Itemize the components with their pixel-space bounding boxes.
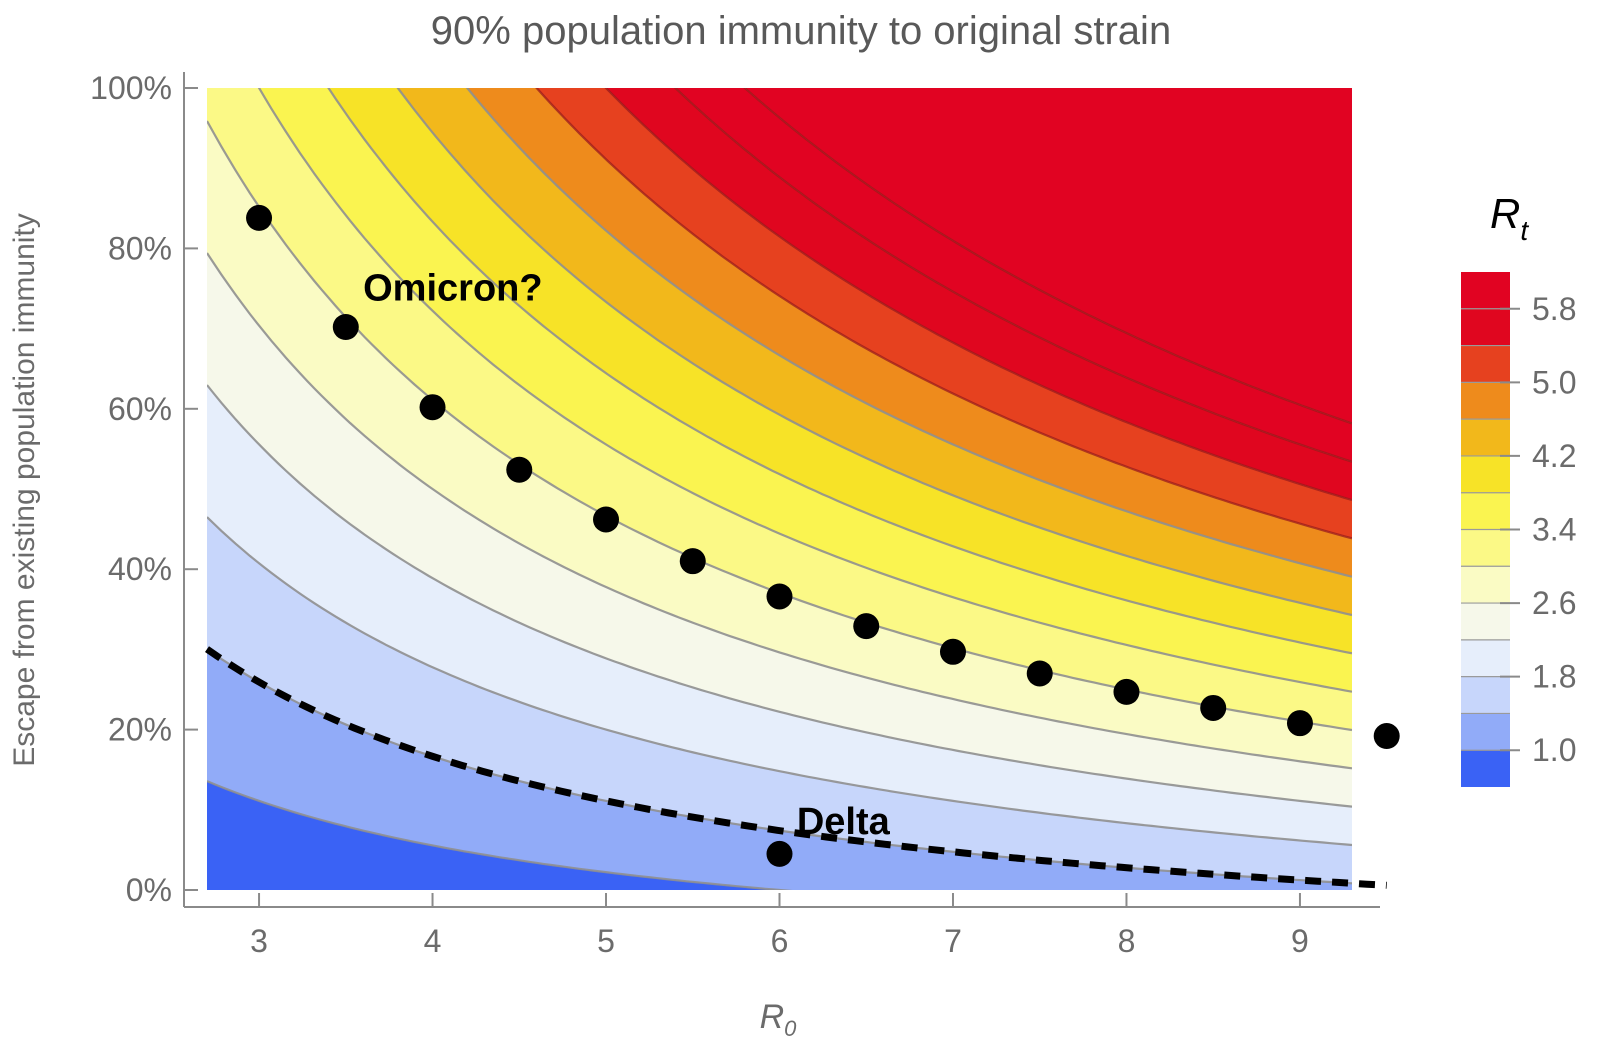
contour-band: [675, 88, 1352, 462]
annotation-label: Delta: [797, 801, 891, 843]
contour-lines: [207, 88, 1352, 890]
legend-title: Rt: [1490, 190, 1529, 246]
x-axis-title: R0: [760, 998, 798, 1041]
contour-line: [396, 88, 1352, 617]
legend-band: [1461, 639, 1510, 677]
y-tick-label: 80%: [108, 230, 172, 266]
contour-line: [673, 88, 1352, 463]
data-point: [246, 204, 273, 231]
contour-band: [328, 88, 1352, 654]
contour-band: [207, 385, 1352, 845]
contour-band: [207, 517, 1352, 884]
contour-line: [207, 384, 1352, 808]
contour-bands: [207, 88, 1352, 890]
contour-line: [207, 516, 1352, 847]
contour-band: [207, 253, 1352, 807]
contour-line: [535, 88, 1352, 540]
data-point: [939, 638, 966, 665]
legend-tick-label: 1.0: [1532, 732, 1576, 768]
data-point: [679, 548, 706, 575]
x-axis-title-sub: 0: [784, 1016, 797, 1041]
legend-tick-label: 5.8: [1532, 291, 1576, 327]
contour-line: [207, 780, 793, 890]
y-ticks: 0% 20% 40% 60% 80% 100%: [90, 70, 198, 908]
legend-band: [1461, 713, 1510, 751]
x-ticks: 3 4 5 6 7 8 9: [250, 893, 1309, 959]
legend: Rt 1.0 1.8 2.6 3.4 4.2 5.0 5.8: [1461, 190, 1576, 787]
data-point: [1113, 678, 1140, 705]
x-tick-label: 4: [424, 923, 442, 959]
contour-band: [467, 88, 1352, 577]
contour-band: [259, 88, 1352, 692]
contour-line: [604, 88, 1352, 502]
data-point: [1026, 660, 1053, 687]
legend-band: [1461, 492, 1510, 530]
contour-line: [257, 88, 1352, 693]
legend-tick-label: 5.0: [1532, 364, 1576, 400]
legend-tick-label: 2.6: [1532, 585, 1576, 621]
annotations: Omicron? Delta: [363, 268, 891, 867]
legend-band: [1461, 676, 1510, 714]
data-point: [1200, 694, 1227, 721]
legend-tick-label: 4.2: [1532, 438, 1576, 474]
legend-band: [1461, 750, 1510, 787]
data-point: [506, 456, 533, 483]
legend-title-base: R: [1490, 190, 1520, 237]
annotation-label: Omicron?: [363, 268, 542, 310]
data-point: [1373, 723, 1400, 750]
contour-band: [207, 649, 1352, 890]
x-tick-label: 7: [944, 923, 962, 959]
annotation-point: [766, 840, 793, 867]
y-tick-label: 20%: [108, 712, 172, 748]
data-point: [853, 613, 880, 640]
x-tick-label: 9: [1291, 923, 1309, 959]
data-point: [1286, 710, 1313, 737]
y-tick-label: 100%: [90, 70, 172, 106]
x-tick-label: 5: [597, 923, 615, 959]
data-point: [766, 583, 793, 610]
legend-tick-label: 1.8: [1532, 659, 1576, 695]
legend-band: [1461, 382, 1510, 420]
y-tick-label: 40%: [108, 551, 172, 587]
data-point: [419, 394, 446, 421]
y-tick-label: 60%: [108, 391, 172, 427]
x-tick-label: 6: [771, 923, 789, 959]
y-tick-label: 0%: [126, 872, 172, 908]
contour-band: [397, 88, 1352, 615]
data-point: [593, 506, 620, 533]
legend-band: [1461, 308, 1510, 346]
contour-band: [207, 781, 780, 890]
data-points: [246, 204, 1400, 750]
legend-band: [1461, 529, 1510, 567]
x-axis-title-base: R: [760, 998, 785, 1036]
contour-band: [207, 121, 1352, 769]
legend-ticks: 1.0 1.8 2.6 3.4 4.2 5.0 5.8: [1500, 291, 1576, 768]
legend-band: [1461, 603, 1510, 640]
contour-line: [743, 88, 1352, 425]
contour-line: [207, 252, 1352, 770]
contour-line: [327, 88, 1352, 655]
legend-tick-label: 3.4: [1532, 512, 1576, 548]
contour-band: [605, 88, 1352, 500]
legend-band: [1461, 419, 1510, 456]
legend-band: [1461, 272, 1510, 309]
data-point: [332, 313, 359, 340]
threshold-curve-group: [205, 646, 1387, 889]
legend-title-sub: t: [1520, 215, 1529, 246]
threshold-curve: [205, 646, 1387, 889]
contour-band: [744, 88, 1352, 424]
y-axis-title: Escape from existing population immunity: [8, 213, 41, 767]
plot-area: [207, 88, 1352, 890]
axes: 3 4 5 6 7 8 9 0% 20% 40% 60% 80% 100%: [90, 70, 1380, 959]
legend-band: [1461, 455, 1510, 493]
x-tick-label: 3: [250, 923, 268, 959]
chart-title: 90% population immunity to original stra…: [431, 9, 1171, 53]
contour-line: [465, 88, 1352, 578]
legend-band: [1461, 566, 1510, 604]
contour-band: [536, 88, 1352, 539]
x-tick-label: 8: [1118, 923, 1136, 959]
legend-band: [1461, 345, 1510, 383]
